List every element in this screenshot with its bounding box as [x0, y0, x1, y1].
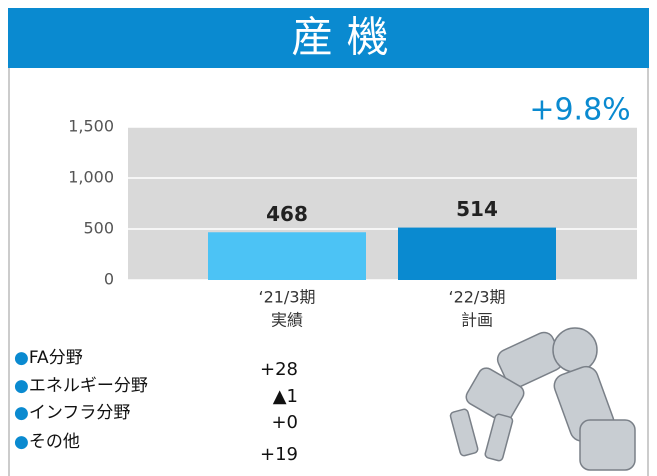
breakdown-label: ●インフラ分野 [14, 403, 130, 423]
x-tick-label: ‘22/3期 [448, 288, 505, 307]
robot-illustration [450, 328, 635, 470]
x-tick-label: ‘21/3期 [258, 288, 315, 307]
bar [208, 232, 366, 280]
breakdown-value: +28 [260, 359, 298, 380]
breakdown-value: +0 [271, 412, 298, 433]
y-tick-label: 500 [83, 219, 114, 238]
x-tick-sublabel: 実績 [271, 311, 303, 330]
y-tick-label: 1,000 [68, 168, 114, 187]
chart-title: 産 機 [291, 13, 388, 62]
breakdown-value: ▲1 [273, 386, 298, 407]
breakdown-label: ●エネルギー分野 [14, 376, 148, 396]
y-tick-label: 0 [104, 270, 114, 289]
y-tick-label: 1,500 [68, 117, 114, 136]
data-label: 514 [456, 197, 498, 221]
data-label: 468 [266, 202, 308, 226]
growth-annotation: +9.8% [529, 93, 630, 128]
plot-area [128, 127, 637, 280]
page: 産 機 +9.8% 0 500 1,000 1,500 468 ‘21/3期実績 514 ‘2… [0, 0, 657, 476]
breakdown-label: ●その他 [14, 432, 80, 452]
bar [398, 228, 556, 280]
breakdown-label: ●FA分野 [14, 348, 83, 368]
breakdown-value: +19 [260, 444, 298, 465]
chart: 産 機 +9.8% 0 500 1,000 1,500 468 ‘21/3期実績 514 ‘2… [0, 0, 657, 476]
x-tick-sublabel: 計画 [461, 311, 493, 330]
